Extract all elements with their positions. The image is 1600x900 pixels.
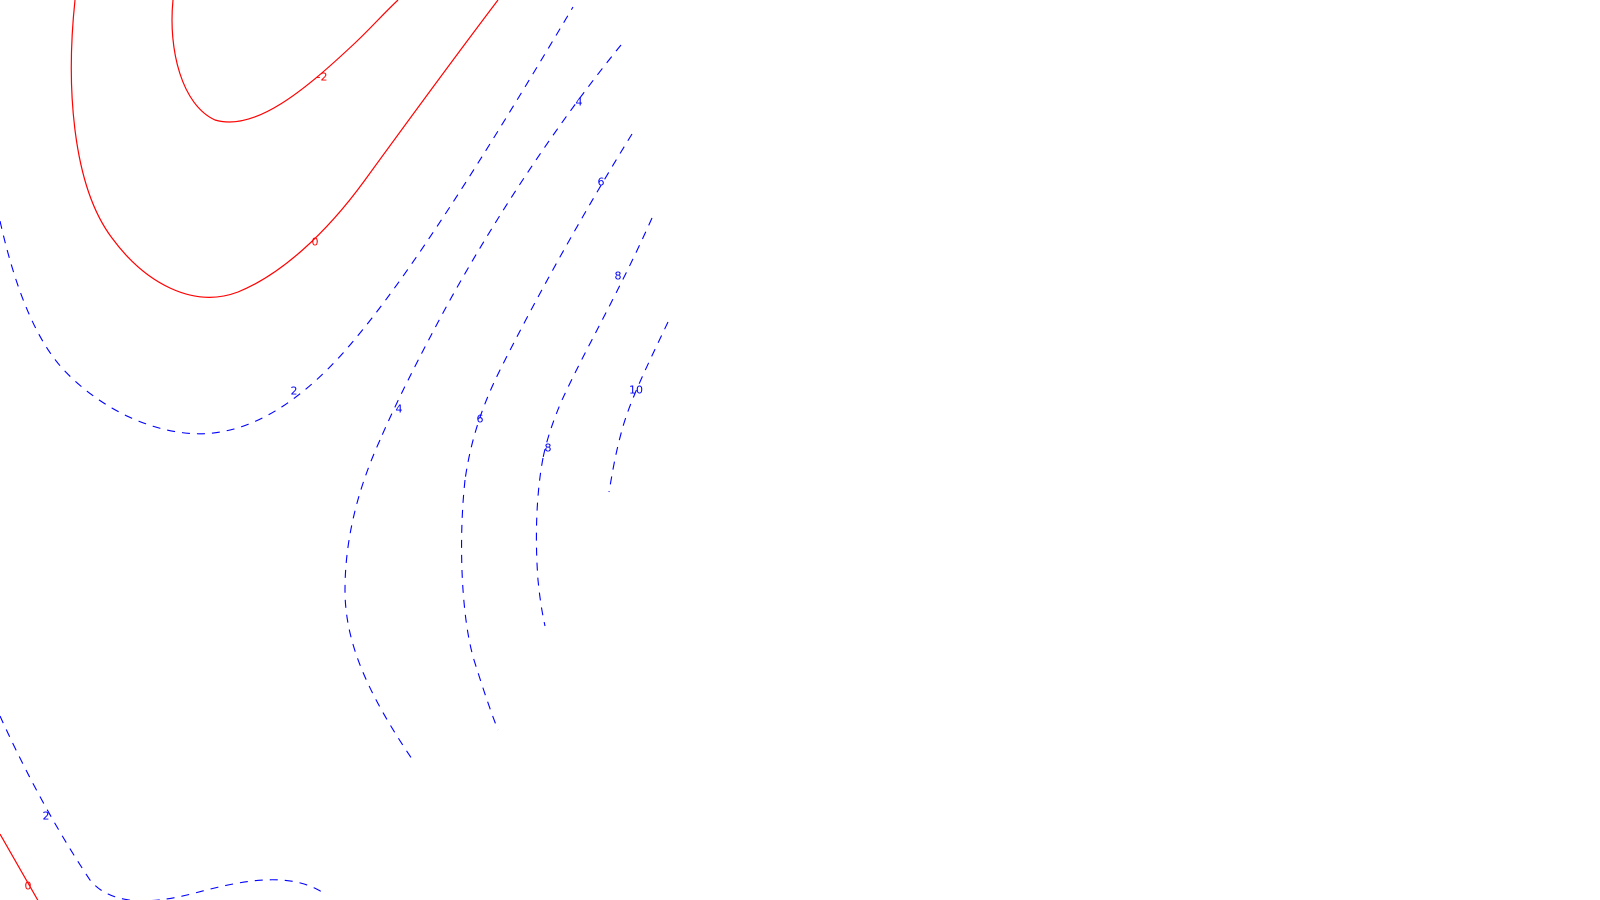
contour-label-8-lower: 8 xyxy=(545,442,552,455)
contour-line-level-2-bottom xyxy=(0,715,326,900)
contour-line-level-4-upper xyxy=(379,44,622,441)
contour-label-2-top: 2 xyxy=(291,385,298,398)
contour-line-level-10 xyxy=(608,321,669,493)
contour-label-4-upper: 4 xyxy=(576,96,583,109)
contour-label-10: 10 xyxy=(629,384,643,397)
contour-line-level-0-bottom xyxy=(0,833,39,900)
contour-label-8-upper: 8 xyxy=(615,270,622,283)
contour-label-4-lower: 4 xyxy=(396,403,403,416)
contour-lines xyxy=(0,0,669,900)
contour-line-level-0-top xyxy=(70,0,499,298)
contour-line-level-6-upper xyxy=(464,133,633,481)
contour-label-0-bottom: 0 xyxy=(25,880,32,893)
contour-line-level-8-upper xyxy=(542,217,653,459)
contour-line-level-4-lower xyxy=(344,439,415,763)
contour-line-level-2-top xyxy=(0,6,574,435)
contour-line-level-6-lower xyxy=(461,479,499,731)
contour-label-6-lower: 6 xyxy=(477,413,484,426)
contour-line-level-8-lower xyxy=(535,457,546,627)
contour-labels: -2 0 0 2 2 4 4 6 6 8 8 10 xyxy=(25,71,644,893)
contour-label-minus2: -2 xyxy=(317,71,328,84)
contour-label-2-bottom: 2 xyxy=(43,810,50,823)
contour-label-0-top: 0 xyxy=(312,236,319,249)
contour-label-6-upper: 6 xyxy=(598,176,605,189)
contour-line-level-minus2 xyxy=(171,0,399,123)
